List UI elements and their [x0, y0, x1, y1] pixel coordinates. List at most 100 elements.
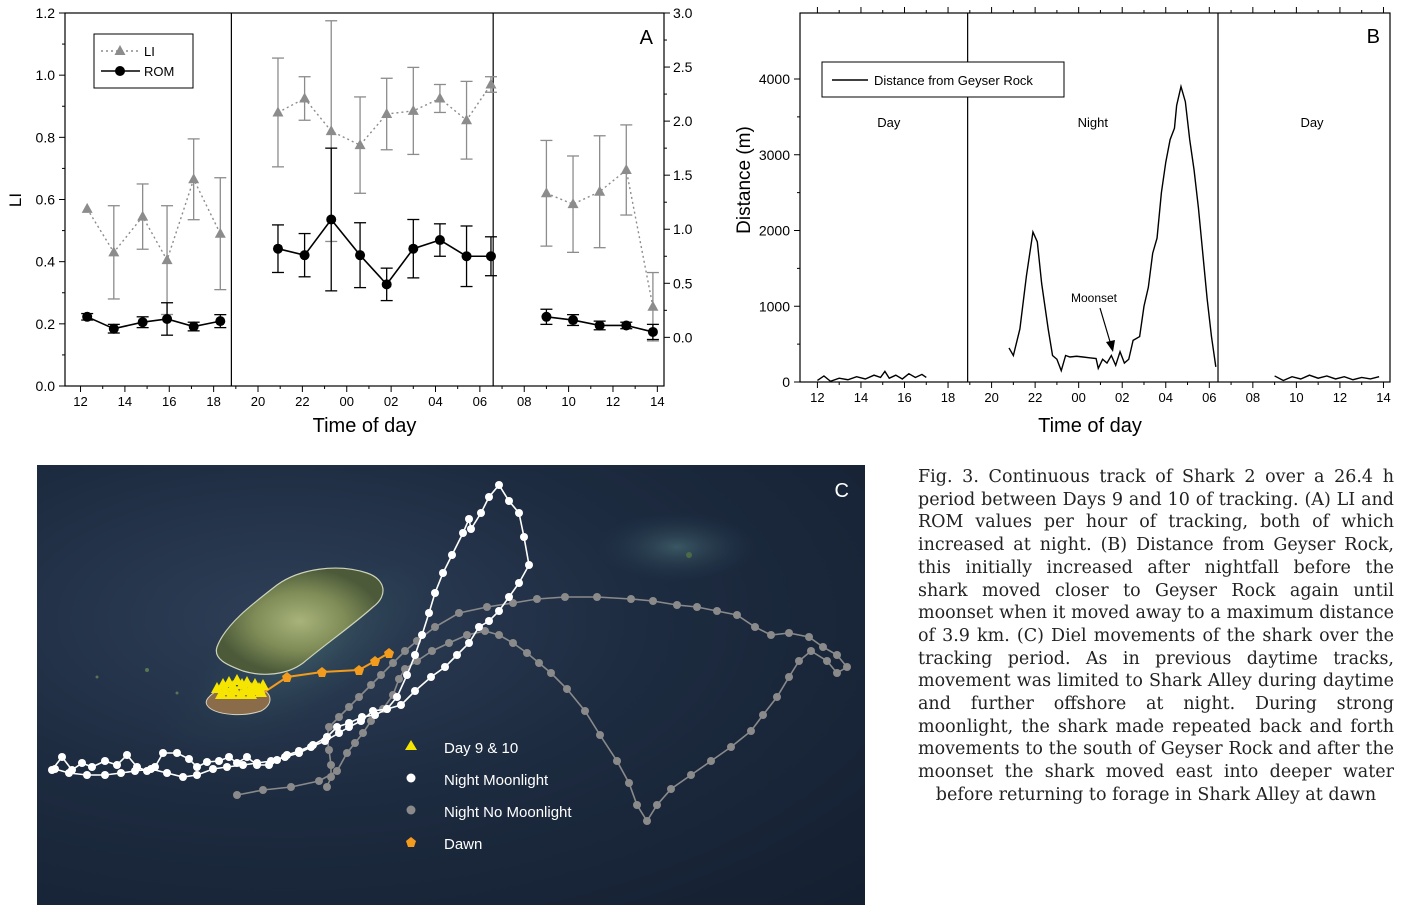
moonlight-point: [163, 769, 171, 777]
panel-b-label: B: [1367, 26, 1380, 48]
moonlight-point: [117, 769, 125, 777]
legend-grey-circle-icon: [406, 805, 416, 815]
y-axis-label: LI: [6, 193, 25, 207]
region-label: Night: [1078, 115, 1109, 130]
legend-box: [93, 33, 194, 89]
plot-frame: [799, 12, 1391, 383]
moonlight-point: [335, 729, 343, 737]
rom-line: [277, 218, 491, 286]
x-tick-label: 06: [1202, 390, 1216, 405]
x-tick-label: 12: [73, 394, 87, 409]
distance-line: [817, 370, 927, 383]
no-moonlight-point: [785, 629, 793, 637]
no-moonlight-point: [687, 771, 695, 779]
x-tick-label: 12: [606, 394, 620, 409]
no-moonlight-point: [561, 593, 569, 601]
moonlight-point: [515, 509, 523, 517]
no-moonlight-point: [359, 729, 367, 737]
moonset-annotation: Moonset: [1071, 291, 1118, 305]
dawn-point: [370, 656, 380, 666]
moonlight-point: [209, 765, 217, 773]
no-moonlight-point: [625, 779, 633, 787]
legend-box: [821, 61, 1065, 98]
li-marker: [161, 254, 173, 265]
moonlight-point: [485, 493, 493, 501]
li-marker: [354, 139, 366, 150]
moonlight-point: [83, 771, 91, 779]
map-svg: C Day 9 & 10 Night Moonlight Night No Mo…: [48, 480, 851, 853]
no-moonlight-point: [523, 649, 531, 657]
moonlight-point: [393, 693, 401, 701]
moonlight-point: [520, 533, 528, 541]
moonlight-point: [185, 755, 193, 763]
y-right-tick-label: 1.0: [673, 221, 693, 237]
rom-marker: [461, 251, 472, 262]
li-marker: [540, 187, 552, 198]
no-moonlight-point: [547, 669, 555, 677]
legend-li-marker: [114, 45, 126, 55]
moonlight-point: [281, 753, 289, 761]
y-tick-label: 4000: [759, 71, 790, 87]
dawn-point: [354, 665, 364, 675]
x-tick-label: 18: [941, 390, 955, 405]
rom-marker: [621, 320, 632, 331]
no-moonlight-point: [823, 657, 831, 665]
moonlight-point: [485, 617, 493, 625]
legend-rom-marker: [115, 66, 125, 76]
no-moonlight-point: [395, 675, 403, 683]
rom-marker: [647, 326, 658, 337]
rom-marker: [408, 243, 419, 254]
no-moonlight-point: [819, 643, 827, 651]
moonlight-point: [397, 701, 405, 709]
rom-marker: [355, 250, 366, 261]
x-tick-label: 18: [206, 394, 220, 409]
moonset-arrow: [1099, 307, 1112, 346]
li-marker: [567, 198, 579, 209]
no-moonlight-point: [327, 761, 335, 769]
no-moonlight-point: [733, 611, 741, 619]
moonlight-point: [465, 515, 473, 523]
moonlight-point: [253, 759, 261, 767]
distance-line: [1274, 374, 1380, 382]
legend-pentagon-icon: [406, 837, 416, 847]
x-tick-label: 14: [118, 394, 132, 409]
x-tick-label: 12: [810, 390, 824, 405]
moonlight-point: [411, 687, 419, 695]
chart-a: 0.0 0.2 0.4 0.6 0.8 1.0 1.2 0.0 0.5 1.0 1.5 2.0 2.5 3…: [6, 5, 721, 437]
no-moonlight-point: [495, 631, 503, 639]
dawn-point: [282, 672, 292, 682]
moonlight-point: [65, 769, 73, 777]
no-moonlight-point: [843, 663, 851, 671]
x-tick-label: 14: [854, 390, 868, 405]
x-tick-label: 04: [428, 394, 442, 409]
x-axis-label: Time of day: [1038, 415, 1142, 437]
no-moonlight-point: [259, 786, 267, 794]
moonlight-point: [418, 631, 426, 639]
no-moonlight-point: [707, 757, 715, 765]
no-moonlight-point: [323, 783, 331, 791]
day-point: [255, 686, 267, 697]
no-moonlight-point: [805, 633, 813, 641]
y-tick-label: 2000: [759, 223, 790, 239]
y-tick-label: 0: [782, 374, 790, 390]
no-moonlight-point: [649, 597, 657, 605]
moonlight-point: [477, 509, 485, 517]
no-moonlight-point: [581, 707, 589, 715]
moonlight-point: [101, 757, 109, 765]
no-moonlight-point: [533, 595, 541, 603]
moonlight-point: [515, 579, 523, 587]
no-moonlight-point: [333, 767, 341, 775]
no-moonlight-point: [325, 723, 333, 731]
moonlight-point: [383, 705, 391, 713]
x-tick-label: 22: [1028, 390, 1042, 405]
legend-li-label: LI: [144, 44, 155, 59]
no-moonlight-point: [759, 711, 767, 719]
moonlight-point: [131, 767, 139, 775]
moonlight-point: [425, 609, 433, 617]
rom-marker: [108, 323, 119, 334]
li-marker: [325, 125, 337, 136]
rom-line: [86, 316, 221, 330]
li-marker: [188, 173, 200, 184]
no-moonlight-point: [287, 783, 295, 791]
map-legend-moonlight: Night Moonlight: [444, 772, 549, 789]
